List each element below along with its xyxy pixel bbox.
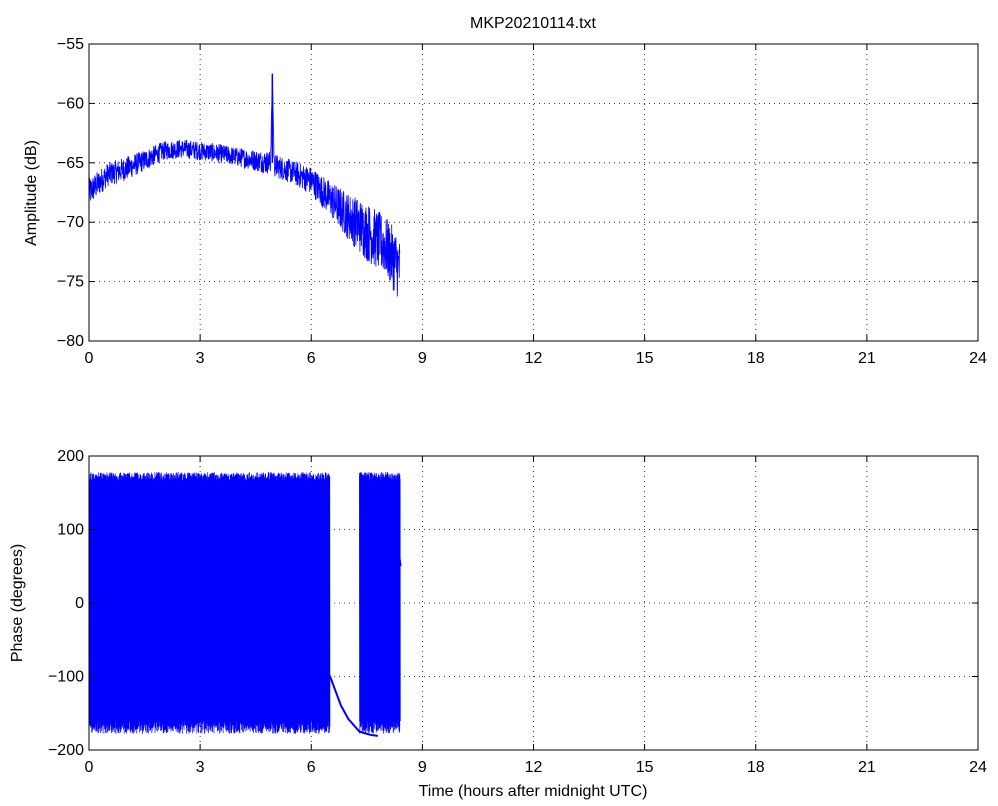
amp-ytick-label: −70 [57, 214, 84, 231]
amplitude-plot: MKP20210114.txt Amplitude (dB) 0 3 6 9 12 15 1… [23, 15, 987, 367]
amp-ytick-label: −80 [57, 333, 84, 350]
phase-ytick-label: 200 [57, 448, 84, 465]
amp-xtick-label: 3 [196, 350, 205, 367]
phase-ytick-label: 100 [57, 522, 84, 539]
phase-tail-curve [328, 675, 379, 737]
phase-plot: Phase (degrees) Time (hours after midnig… [9, 448, 987, 800]
amplitude-grid [89, 44, 978, 341]
amp-xtick-label: 9 [418, 350, 427, 367]
amplitude-ticks: 0 3 6 9 12 15 18 21 24 −80 −75 −70 −65 −60 −55 [57, 36, 987, 367]
phase-xtick-label: 3 [196, 759, 205, 776]
amp-xtick-label: 0 [85, 350, 94, 367]
amplitude-series [88, 73, 401, 297]
phase-xtick-label: 9 [418, 759, 427, 776]
phase-xtick-label: 21 [858, 759, 876, 776]
chart-title: MKP20210114.txt [470, 15, 597, 32]
phase-ytick-label: 0 [75, 595, 84, 612]
amp-xtick-label: 6 [307, 350, 316, 367]
phase-series [88, 472, 402, 737]
amp-xtick-label: 21 [858, 350, 876, 367]
amplitude-series-line [88, 73, 401, 297]
amp-xtick-label: 15 [636, 350, 654, 367]
phase-xtick-label: 12 [525, 759, 543, 776]
amp-ytick-label: −75 [57, 274, 84, 291]
amp-xtick-label: 12 [525, 350, 543, 367]
phase-ytick-label: −100 [48, 669, 84, 686]
phase-ytick-label: −200 [48, 742, 84, 759]
phase-xtick-label: 24 [969, 759, 987, 776]
x-axis-label: Time (hours after midnight UTC) [419, 783, 648, 800]
amp-ytick-label: −65 [57, 155, 84, 172]
amplitude-y-axis-label: Amplitude (dB) [23, 140, 40, 246]
phase-xtick-label: 0 [85, 759, 94, 776]
phase-xtick-label: 18 [747, 759, 765, 776]
amplitude-axes-frame [88, 43, 979, 342]
phase-ticks: 0 3 6 9 12 15 18 21 24 −200 −100 0 100 200 [48, 448, 987, 776]
phase-xtick-label: 6 [307, 759, 316, 776]
amp-xtick-label: 24 [969, 350, 987, 367]
phase-y-axis-label: Phase (degrees) [9, 544, 26, 662]
amp-ytick-label: −55 [57, 36, 84, 53]
amp-ytick-label: −60 [57, 95, 84, 112]
amp-xtick-label: 18 [747, 350, 765, 367]
phase-end-curve [383, 477, 402, 567]
phase-series-line [88, 472, 401, 734]
phase-xtick-label: 15 [636, 759, 654, 776]
